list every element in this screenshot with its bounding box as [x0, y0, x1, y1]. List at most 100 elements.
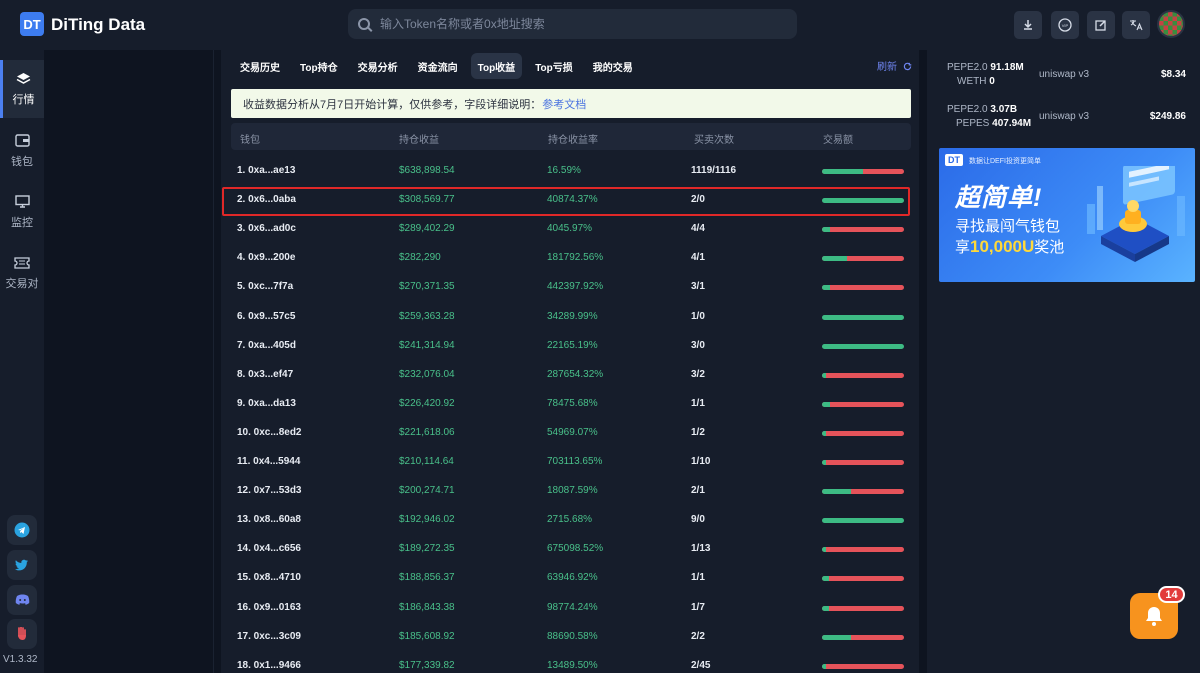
table-row[interactable]: 3. 0x6...ad0c $289,402.29 4045.97% 4/4 — [221, 214, 919, 243]
telegram-button[interactable] — [7, 515, 37, 545]
header-trade-count[interactable]: 买卖次数 — [694, 135, 734, 146]
wallet-address[interactable]: 16. 0x9...0163 — [237, 601, 301, 613]
header-wallet[interactable]: 钱包 — [240, 135, 260, 146]
table-row[interactable]: 13. 0x8...60a8 $192,946.02 2715.68% 9/0 — [221, 505, 919, 534]
header-profit[interactable]: 持仓收益 — [399, 135, 439, 146]
table-row[interactable]: 14. 0x4...c656 $189,272.35 675098.52% 1/13 — [221, 534, 919, 563]
table-row[interactable]: 5. 0xc...7f7a $270,371.35 442397.92% 3/1 — [221, 272, 919, 301]
pool-1-token-a[interactable]: PEPE2.0 91.18M — [947, 62, 1024, 73]
buy-fill — [822, 489, 851, 495]
pool-2-price: $249.86 — [1149, 111, 1186, 122]
version-label: V1.3.32 — [3, 654, 38, 665]
wallet-address[interactable]: 18. 0x1...9466 — [237, 659, 301, 671]
holding-profit: $189,272.35 — [399, 543, 455, 555]
search-input[interactable] — [380, 17, 760, 31]
wallet-address[interactable]: 3. 0x6...ad0c — [237, 223, 296, 235]
wallet-address[interactable]: 7. 0xa...405d — [237, 339, 296, 351]
trade-count: 2/0 — [691, 194, 705, 206]
wallet-address[interactable]: 4. 0x9...200e — [237, 252, 296, 264]
twitter-button[interactable] — [7, 550, 37, 580]
banner-line2: 享10,000U奖池 — [955, 237, 1065, 256]
pool-2-token-a[interactable]: PEPE2.0 3.07B — [947, 104, 1018, 115]
tab-top-loss[interactable]: Top亏损 — [535, 62, 573, 74]
telegram-icon — [14, 522, 30, 538]
table-row[interactable]: 12. 0x7...53d3 $200,274.71 18087.59% 2/1 — [221, 476, 919, 505]
wechat-button[interactable] — [7, 619, 37, 649]
tab-trade-history[interactable]: 交易历史 — [240, 62, 280, 74]
tab-fund-flow[interactable]: 资金流向 — [417, 62, 458, 74]
vip-button[interactable]: VIP — [1051, 11, 1079, 39]
table-row[interactable]: 9. 0xa...da13 $226,420.92 78475.68% 1/1 — [221, 389, 919, 418]
table-row[interactable]: 6. 0x9...57c5 $259,363.28 34289.99% 1/0 — [221, 302, 919, 331]
discord-button[interactable] — [7, 585, 37, 615]
table-row[interactable]: 2. 0x6...0aba $308,569.77 40874.37% 2/0 — [221, 185, 919, 214]
profit-rate: 13489.50% — [547, 659, 598, 671]
header-profit-rate[interactable]: 持仓收益率 — [548, 135, 598, 146]
tab-top-holdings[interactable]: Top持仓 — [300, 62, 338, 74]
docs-link[interactable]: 参考文档 — [542, 98, 587, 111]
tab-top-profit[interactable]: Top收益 — [470, 53, 523, 79]
wallet-address[interactable]: 15. 0x8...4710 — [237, 572, 301, 584]
sidebar-item-label: 监控 — [11, 216, 33, 229]
table-row[interactable]: 4. 0x9...200e $282,290 181792.56% 4/1 — [221, 243, 919, 272]
wallet-address[interactable]: 2. 0x6...0aba — [237, 194, 296, 206]
wallet-address[interactable]: 1. 0xa...ae13 — [237, 165, 296, 176]
buy-fill — [822, 343, 904, 349]
profit-rate: 442397.92% — [547, 281, 604, 293]
avatar[interactable] — [1157, 10, 1185, 38]
search-box[interactable] — [348, 9, 797, 39]
translate-button[interactable] — [1122, 11, 1150, 39]
translate-icon — [1130, 20, 1143, 31]
sidebar-item-wallet[interactable]: 钱包 — [0, 122, 44, 180]
wallet-address[interactable]: 6. 0x9...57c5 — [237, 310, 296, 322]
table-row[interactable]: 7. 0xa...405d $241,314.94 22165.19% 3/0 — [221, 331, 919, 360]
logo[interactable]: DT — [20, 12, 44, 36]
profit-rate: 63946.92% — [547, 572, 598, 584]
edit-icon — [1095, 20, 1106, 31]
sidebar-item-pairs[interactable]: 交易对 — [0, 244, 44, 302]
wallet-address[interactable]: 14. 0x4...c656 — [237, 543, 301, 555]
table-row[interactable]: 11. 0x4...5944 $210,114.64 703113.65% 1/10 — [221, 447, 919, 476]
profit-rate: 40874.37% — [547, 194, 598, 206]
holding-profit: $270,371.35 — [399, 281, 455, 293]
holding-profit: $241,314.94 — [399, 339, 455, 351]
holding-profit: $232,076.04 — [399, 368, 455, 380]
wallet-address[interactable]: 12. 0x7...53d3 — [237, 485, 302, 497]
sidebar-item-monitor[interactable]: 监控 — [0, 183, 44, 241]
brand-name[interactable]: DiTing Data — [51, 15, 146, 34]
buy-fill — [822, 576, 829, 582]
table-row[interactable]: 10. 0xc...8ed2 $221,618.06 54969.07% 1/2 — [221, 418, 919, 447]
tab-my-trades[interactable]: 我的交易 — [592, 62, 633, 74]
volume-ratio-bar — [822, 605, 904, 611]
table-row[interactable]: 17. 0xc...3c09 $185,608.92 88690.58% 2/2 — [221, 622, 919, 651]
profit-rate: 34289.99% — [547, 310, 598, 322]
wallet-address[interactable]: 17. 0xc...3c09 — [237, 630, 301, 642]
promo-banner[interactable]: DT 数据让DEFI投资更简单 超简单! 寻找最闯气钱包 享10,000U奖池 — [939, 148, 1195, 282]
table-row[interactable]: 15. 0x8...4710 $188,856.37 63946.92% 1/1 — [221, 563, 919, 592]
wallet-address[interactable]: 13. 0x8...60a8 — [237, 514, 301, 526]
twitter-icon — [15, 559, 28, 571]
sidebar-item-market[interactable]: 行情 — [0, 60, 44, 118]
table-row[interactable]: 8. 0x3...ef47 $232,076.04 287654.32% 3/2 — [221, 360, 919, 389]
volume-ratio-bar — [822, 198, 904, 204]
wallet-address[interactable]: 9. 0xa...da13 — [237, 397, 296, 409]
bell-icon — [1146, 607, 1162, 626]
table-row[interactable]: 1. 0xa...ae13 $638,898.54 16.59% 1119/1116 — [221, 156, 919, 185]
refresh-button[interactable]: 刷新 — [877, 58, 912, 73]
pool-2-dex: uniswap v3 — [1039, 111, 1090, 122]
download-button[interactable] — [1014, 11, 1042, 39]
download-icon — [1024, 20, 1032, 30]
wallet-address[interactable]: 8. 0x3...ef47 — [237, 368, 294, 380]
wallet-address[interactable]: 11. 0x4...5944 — [237, 456, 301, 467]
wallet-address[interactable]: 5. 0xc...7f7a — [237, 281, 294, 293]
tab-trade-analysis[interactable]: 交易分析 — [357, 62, 398, 74]
notification-badge: 14 — [1158, 586, 1185, 603]
table-row[interactable]: 18. 0x1...9466 $177,339.82 13489.50% 2/45 — [221, 651, 919, 673]
header-volume[interactable]: 交易额 — [823, 135, 853, 146]
main-panel: 交易历史 Top持仓 交易分析 资金流向 Top收益 Top亏损 我的交易 刷新… — [221, 50, 919, 673]
edit-button[interactable] — [1087, 11, 1115, 39]
wallet-address[interactable]: 10. 0xc...8ed2 — [237, 426, 302, 438]
buy-fill — [822, 285, 831, 291]
buy-fill — [822, 430, 827, 436]
table-row[interactable]: 16. 0x9...0163 $186,843.38 98774.24% 1/7 — [221, 593, 919, 622]
